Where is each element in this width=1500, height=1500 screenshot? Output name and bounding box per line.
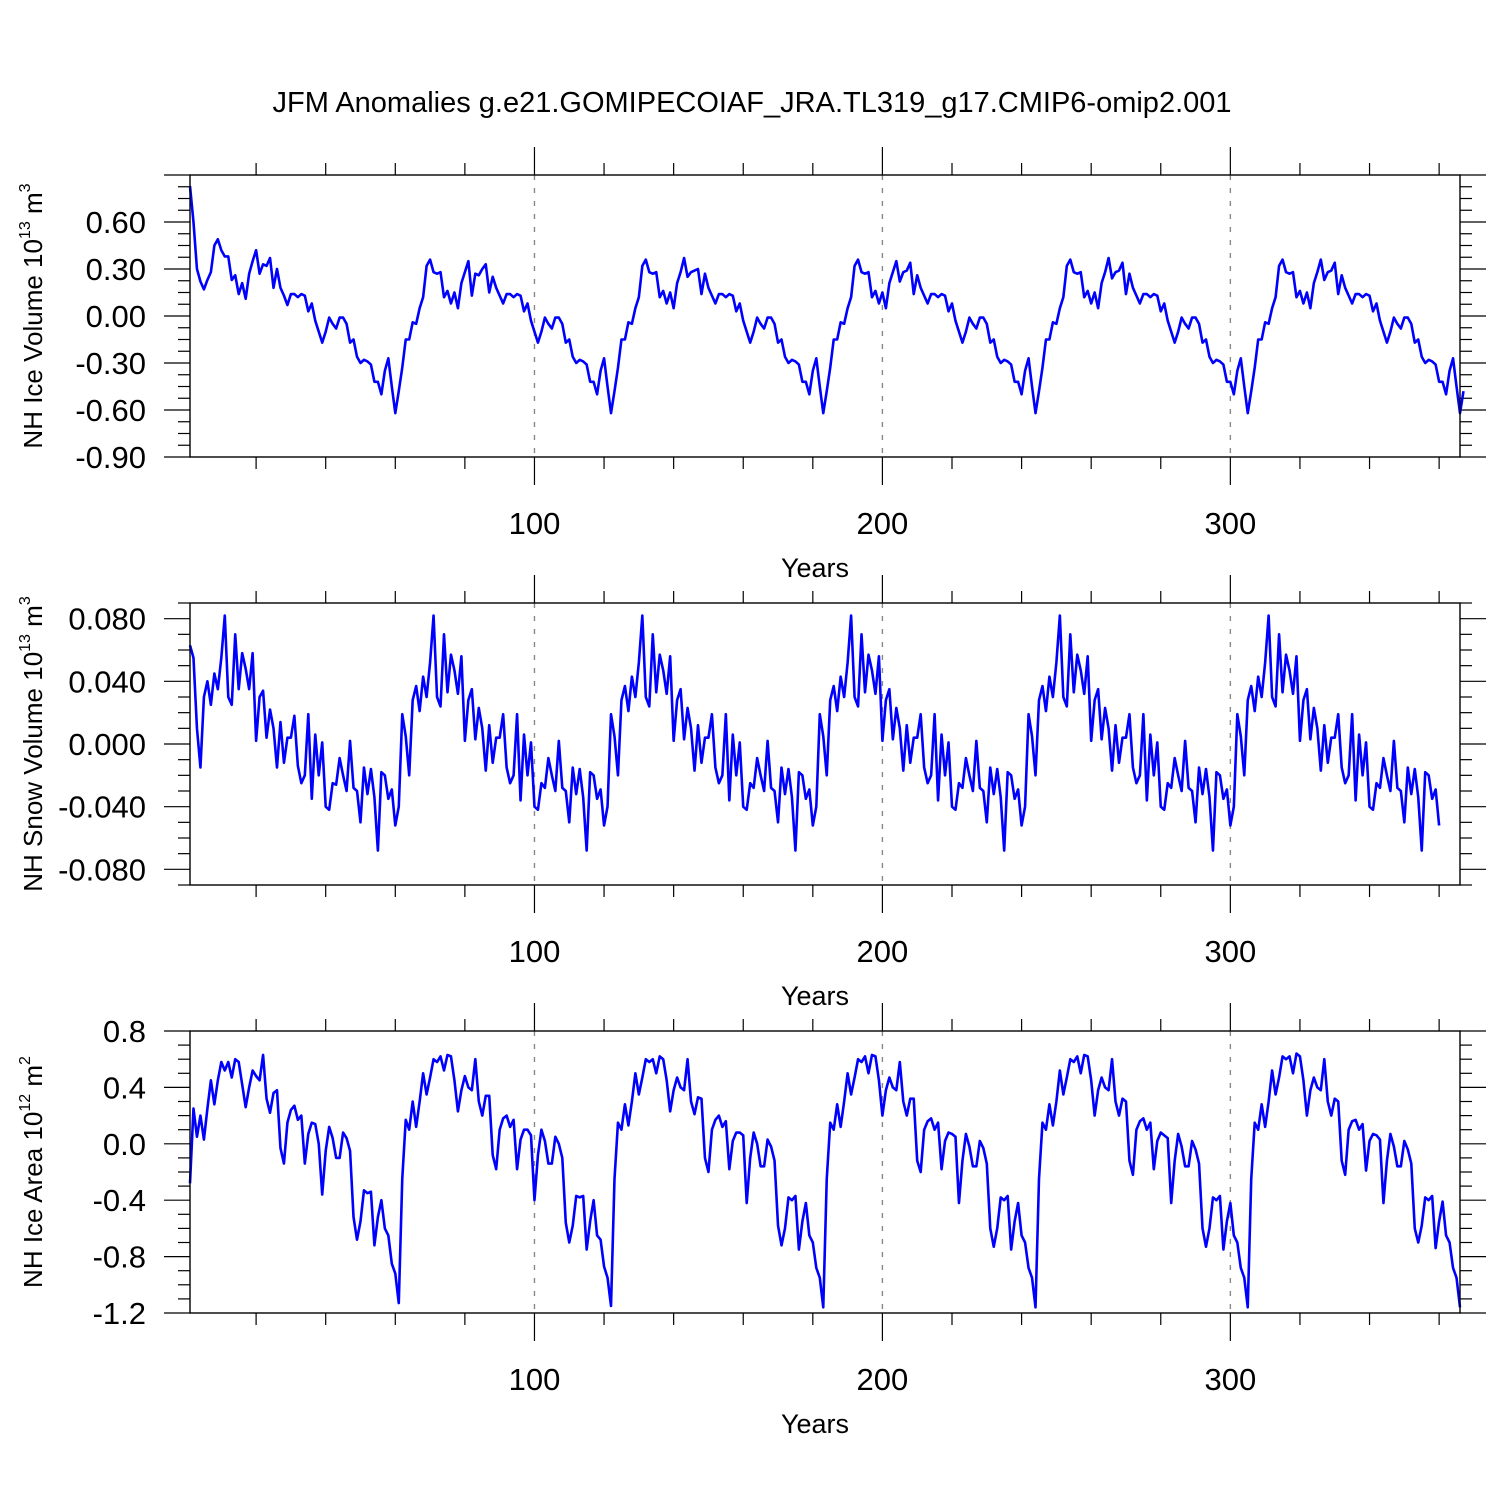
y-tick-label: 0.60 bbox=[86, 205, 146, 240]
x-axis-title: Years bbox=[781, 981, 849, 1011]
x-tick-label: 200 bbox=[857, 506, 909, 541]
y-tick-label: -0.080 bbox=[58, 852, 146, 887]
x-tick-labels: 100 200 300 bbox=[509, 934, 1257, 969]
y-tick-labels: 0.60 0.30 0.00 -0.30 -0.60 -0.90 bbox=[75, 205, 146, 475]
y-axis-title-main: NH Ice Area 10 bbox=[18, 1112, 48, 1288]
x-tick-labels: 100 200 300 bbox=[509, 1362, 1257, 1397]
series-line-nh-snow-volume bbox=[188, 614, 1441, 852]
axis-ticks bbox=[164, 575, 1486, 913]
y-tick-label: 0.00 bbox=[86, 299, 146, 334]
y-axis-title-unit: m bbox=[18, 605, 48, 634]
y-tick-label: -0.30 bbox=[75, 346, 146, 381]
x-tick-label: 100 bbox=[509, 934, 561, 969]
axis-ticks bbox=[164, 147, 1486, 485]
y-axis-title-unit: m bbox=[18, 1065, 48, 1094]
plot-frame bbox=[189, 1030, 1461, 1314]
x-axis-title: Years bbox=[781, 553, 849, 583]
chart-title: JFM Anomalies g.e21.GOMIPECOIAF_JRA.TL31… bbox=[272, 87, 1231, 119]
y-axis-title-unit-exponent: 2 bbox=[17, 1056, 34, 1065]
axis-ticks bbox=[164, 1003, 1486, 1341]
y-tick-label: 0.040 bbox=[68, 664, 146, 699]
y-axis-title-unit: m bbox=[18, 192, 48, 221]
y-tick-label: 0.30 bbox=[86, 252, 146, 287]
y-tick-labels: 0.080 0.040 0.000 -0.040 -0.080 bbox=[58, 602, 146, 888]
y-axis-title-exponent: 13 bbox=[17, 634, 34, 652]
y-tick-label: -0.90 bbox=[75, 440, 146, 475]
panel-nh-snow-volume: 0.080 0.040 0.000 -0.040 -0.080 100 200 300 Ye… bbox=[17, 575, 1486, 1011]
y-tick-label: 0.0 bbox=[103, 1127, 146, 1162]
y-tick-label: -0.040 bbox=[58, 790, 146, 825]
x-axis-title: Years bbox=[781, 1409, 849, 1439]
panel-nh-ice-volume: 0.60 0.30 0.00 -0.30 -0.60 -0.90 100 200 300 Ye… bbox=[17, 147, 1486, 583]
y-tick-label: 0.4 bbox=[103, 1070, 146, 1105]
y-tick-label: -0.4 bbox=[93, 1183, 146, 1218]
y-axis-title: NH Ice Volume 1013 m3 bbox=[17, 183, 48, 448]
x-tick-label: 200 bbox=[857, 934, 909, 969]
y-axis-title-unit-exponent: 3 bbox=[17, 183, 34, 192]
x-tick-label: 100 bbox=[509, 506, 561, 541]
y-axis-title-exponent: 12 bbox=[17, 1094, 34, 1112]
y-tick-label: 0.000 bbox=[68, 727, 146, 762]
grid-lines bbox=[533, 603, 1232, 885]
x-tick-label: 100 bbox=[509, 1362, 561, 1397]
x-tick-label: 300 bbox=[1204, 1362, 1256, 1397]
y-tick-label: -0.8 bbox=[93, 1240, 146, 1275]
y-tick-label: -1.2 bbox=[93, 1296, 146, 1331]
x-tick-label: 300 bbox=[1204, 934, 1256, 969]
x-tick-labels: 100 200 300 bbox=[509, 506, 1257, 541]
y-axis-title-unit-exponent: 3 bbox=[17, 596, 34, 605]
y-tick-labels: 0.8 0.4 0.0 -0.4 -0.8 -1.2 bbox=[93, 1014, 146, 1331]
y-axis-title-main: NH Ice Volume 10 bbox=[18, 239, 48, 449]
y-axis-title: NH Ice Area 1012 m2 bbox=[17, 1056, 48, 1288]
y-axis-title: NH Snow Volume 1013 m3 bbox=[17, 596, 48, 892]
y-tick-label: 0.8 bbox=[103, 1014, 146, 1049]
plot-frame bbox=[189, 602, 1461, 886]
series-line-nh-ice-area bbox=[188, 1052, 1462, 1309]
y-tick-label: -0.60 bbox=[75, 393, 146, 428]
x-tick-label: 200 bbox=[857, 1362, 909, 1397]
panel-nh-ice-area: 0.8 0.4 0.0 -0.4 -0.8 -1.2 100 200 300 Years NH… bbox=[17, 1003, 1486, 1439]
y-tick-label: 0.080 bbox=[68, 602, 146, 637]
y-axis-title-exponent: 13 bbox=[17, 221, 34, 239]
grid-lines bbox=[533, 1031, 1232, 1313]
y-axis-title-main: NH Snow Volume 10 bbox=[18, 652, 48, 892]
plot-frame bbox=[189, 174, 1461, 458]
x-tick-label: 300 bbox=[1204, 506, 1256, 541]
series-line-nh-ice-volume bbox=[188, 185, 1465, 415]
grid-lines bbox=[533, 175, 1232, 457]
